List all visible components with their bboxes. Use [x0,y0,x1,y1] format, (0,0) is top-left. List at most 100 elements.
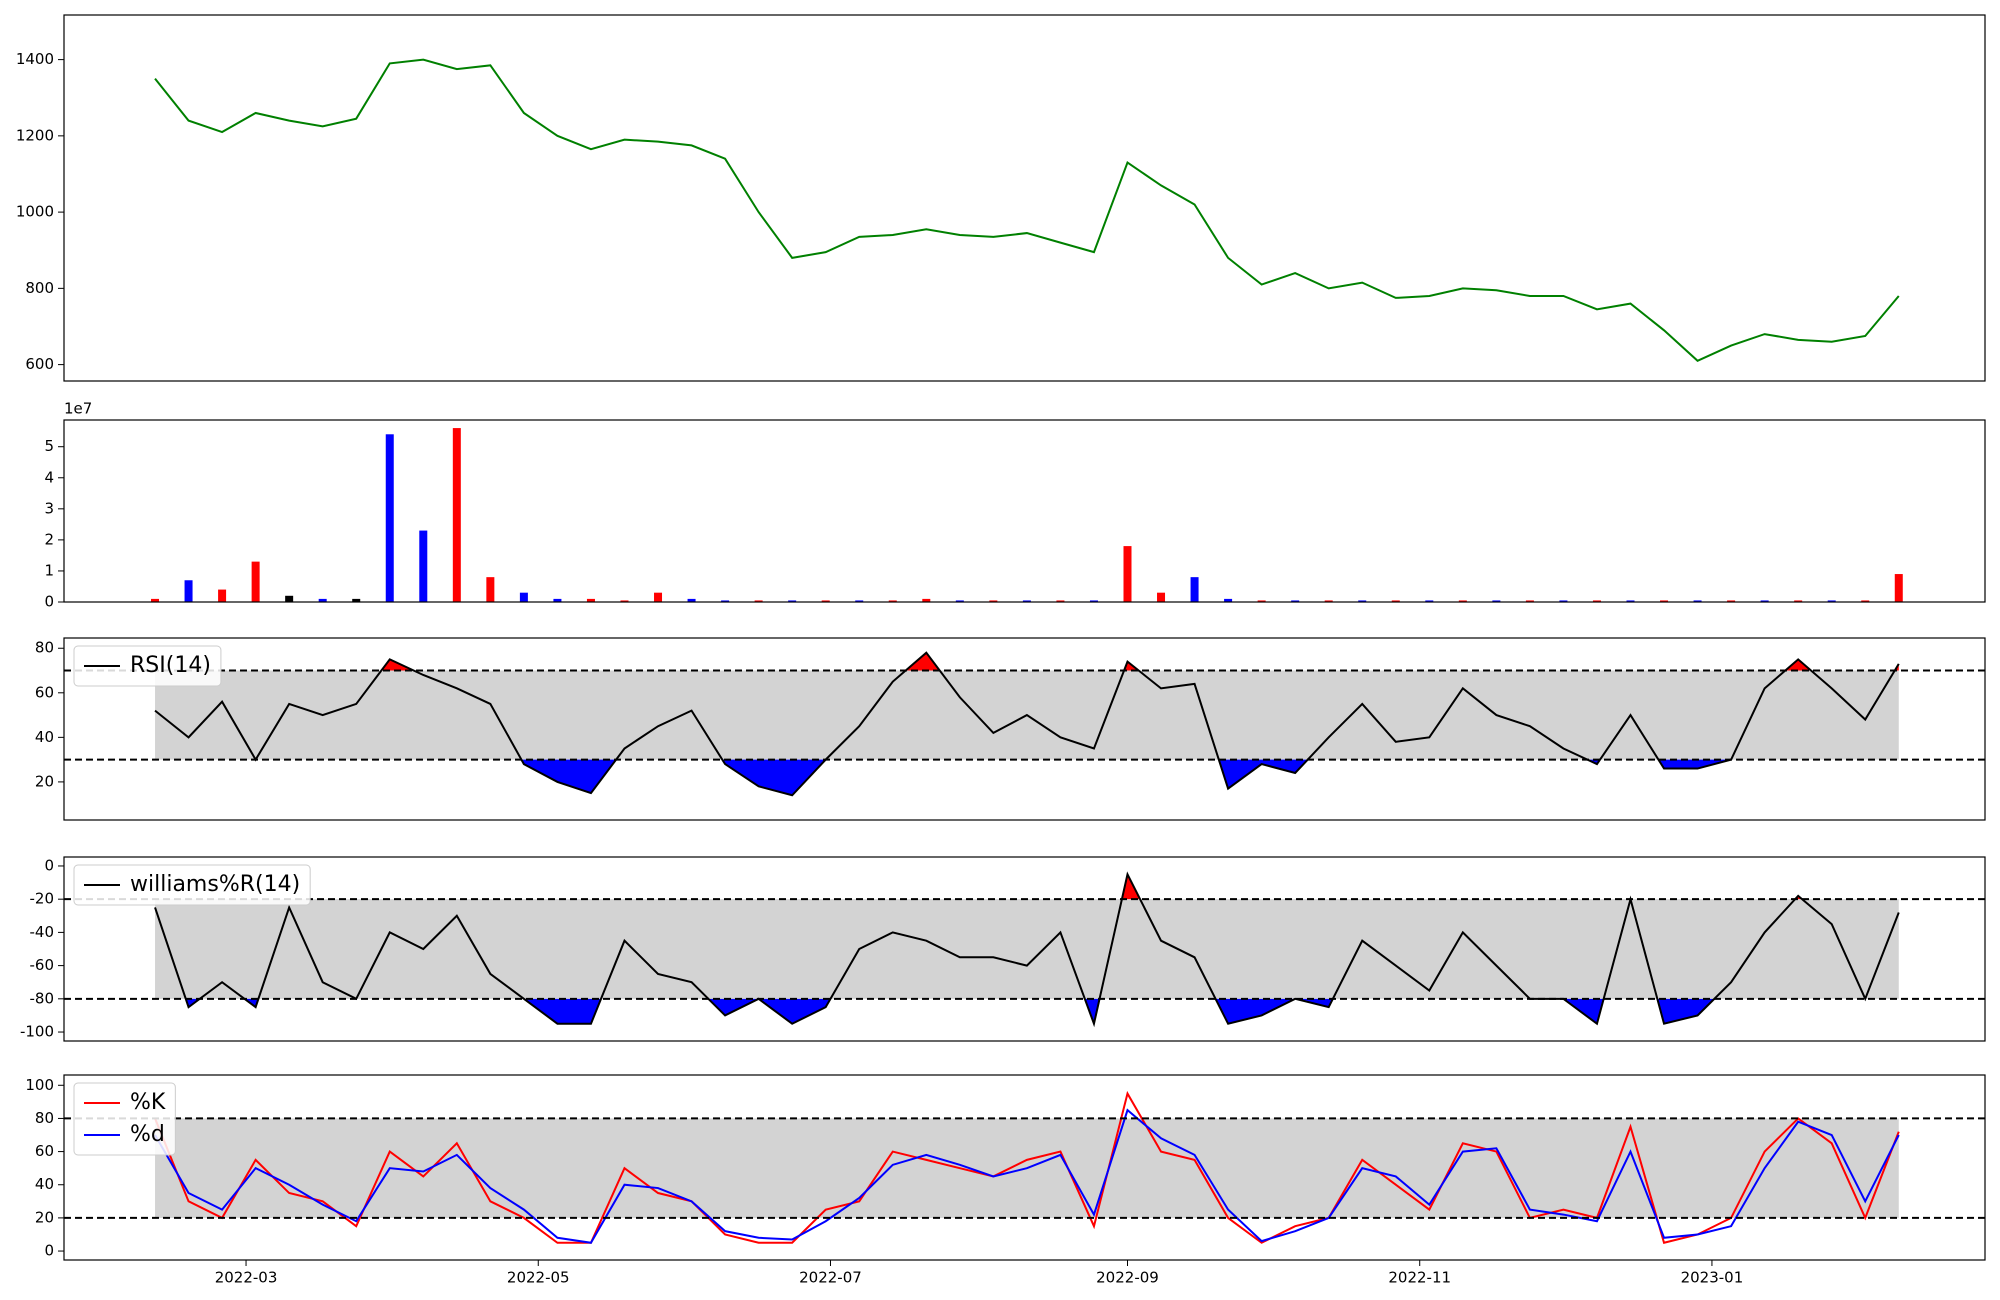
volume-bar [486,577,495,602]
volume-bar [855,600,864,602]
y-tick-label: 2 [44,530,54,548]
volume-bar [1727,600,1736,602]
volume-bar [285,595,294,602]
y-tick-label: 1200 [16,126,54,144]
series-line [154,871,1900,1028]
series-line [154,1090,1900,1244]
legend-box [73,645,222,687]
volume-bar [788,600,797,602]
y-tick-label: -80 [30,989,55,1007]
y-tick-label: 20 [35,772,54,790]
volume-bar [1894,574,1903,602]
volume-bar [955,600,964,602]
plot-frame [63,637,1986,821]
volume-bar [721,600,730,602]
legend-label: RSI(14) [130,653,211,678]
volume-bar [1458,600,1467,602]
y-tick-label: -60 [30,956,55,974]
y-tick-label: 20 [35,1208,54,1226]
y-tick-label: 0 [44,1242,54,1260]
scale-label: 1e7 [64,400,92,418]
volume-bar [218,589,227,602]
y-tick-label: 60 [35,683,54,701]
legend-box [73,1082,176,1156]
volume-bar [1324,600,1333,602]
legend-label: williams%R(14) [130,872,300,897]
y-tick-label: 80 [35,1109,54,1127]
y-tick-label: 600 [25,355,54,373]
y-tick-label: 1400 [16,50,54,68]
volume-bar [1861,600,1870,602]
volume-bar [586,598,595,602]
y-tick-label: 800 [25,279,54,297]
y-tick-label: 80 [35,639,54,657]
legend-label: %d [130,1122,165,1147]
volume-bar [1760,600,1769,602]
x-tick-label: 2022-09 [1096,1269,1159,1287]
x-tick-label: 2022-03 [215,1269,278,1287]
volume-bar [1425,600,1434,602]
volume-bar [452,428,461,602]
volume-bar [1391,600,1400,602]
volume-bar [1525,600,1534,602]
volume-bar [1626,600,1635,602]
volume-bar [1190,577,1199,602]
y-tick-label: 5 [44,437,54,455]
oversold-fill [155,998,1899,1024]
volume-bar [1089,600,1098,602]
legend-label: %K [130,1090,166,1115]
volume-bar [620,600,629,602]
oversold-fill [155,759,1899,796]
volume-bar [318,598,327,602]
y-tick-label: 40 [35,728,54,746]
y-tick-label: -100 [20,1023,54,1041]
volume-bar [1794,600,1803,602]
volume-bar [1559,600,1568,602]
volume-bar [1157,592,1166,602]
y-tick-label: 60 [35,1142,54,1160]
x-tick-label: 2022-11 [1388,1269,1451,1287]
volume-bar [1592,600,1601,602]
volume-bar [687,598,696,602]
y-tick-label: 0 [44,593,54,611]
plot-frame [63,419,1986,603]
volume-bar [888,600,897,602]
volume-bar [922,598,931,602]
volume-bar [1827,600,1836,602]
plot-frame [63,14,1986,382]
volume-bar [1693,600,1702,602]
volume-bar [1056,600,1065,602]
volume-bar [754,600,763,602]
y-tick-label: -40 [30,923,55,941]
volume-bar [821,600,830,602]
legend-box [73,864,311,906]
y-tick-label: 1 [44,561,54,579]
y-tick-label: 0 [44,856,54,874]
volume-bar [1358,600,1367,602]
x-tick-label: 2023-01 [1681,1269,1744,1287]
volume-bar [419,530,428,602]
x-tick-label: 2022-05 [507,1269,570,1287]
series-line [154,1108,1900,1244]
y-tick-label: -20 [30,890,55,908]
volume-bar [1492,600,1501,602]
volume-bar [1291,600,1300,602]
y-tick-label: 100 [25,1076,54,1094]
volume-bar [352,598,361,602]
overbought-fill [155,874,1899,900]
volume-bar [1022,600,1031,602]
neutral-band [155,899,1899,999]
plot-frame [63,1074,1986,1261]
volume-bar [251,561,260,602]
volume-bar [151,598,160,602]
y-tick-label: 1000 [16,203,54,221]
volume-bar [1257,600,1266,602]
volume-bar [1123,546,1132,602]
y-tick-label: 40 [35,1175,54,1193]
volume-bar [654,592,663,602]
x-tick-label: 2022-07 [799,1269,862,1287]
volume-bar [184,580,193,602]
volume-bar [1660,600,1669,602]
volume-bar [519,592,528,602]
